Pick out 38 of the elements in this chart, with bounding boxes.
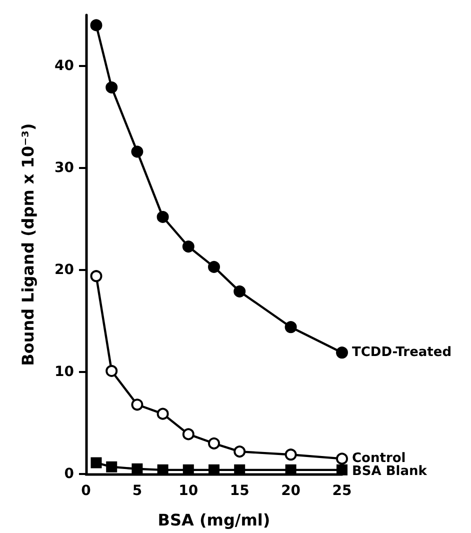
point [336, 464, 348, 476]
point [234, 285, 246, 298]
y-tick-label: 40 [54, 58, 74, 74]
series-label: BSA Blank [352, 464, 428, 480]
point [336, 346, 348, 359]
series-label: TCDD-Treated [352, 345, 452, 360]
point [208, 260, 220, 273]
point [182, 240, 194, 253]
point [234, 446, 246, 458]
point [131, 398, 144, 411]
y-tick-label: 10 [54, 364, 74, 380]
point [182, 428, 194, 440]
point [106, 81, 118, 94]
y-tick-label: 0 [64, 466, 74, 482]
point [90, 457, 102, 468]
point [131, 146, 144, 158]
point [208, 437, 220, 450]
point [90, 270, 102, 282]
point [156, 408, 169, 420]
y-tick-label: 30 [54, 160, 74, 176]
point [132, 463, 143, 474]
x-tick-label: 20 [281, 483, 301, 499]
y-tick-label: 20 [54, 262, 74, 278]
point [90, 19, 102, 32]
x-tick-label: 5 [132, 483, 142, 499]
x-axis-title: BSA (mg/ml) [158, 510, 270, 530]
point [156, 210, 169, 223]
series-label: Control [352, 451, 406, 466]
point [106, 364, 118, 377]
point [336, 452, 348, 465]
x-tick-label: 15 [230, 483, 250, 499]
x-tick-label: 10 [178, 483, 198, 499]
x-tick-label: 25 [332, 483, 352, 499]
point [284, 321, 297, 334]
point [106, 461, 118, 472]
point [284, 448, 297, 461]
x-tick-label: 0 [81, 483, 92, 499]
y-axis-title: Bound Ligand (dpm x 10⁻³) [18, 123, 38, 366]
